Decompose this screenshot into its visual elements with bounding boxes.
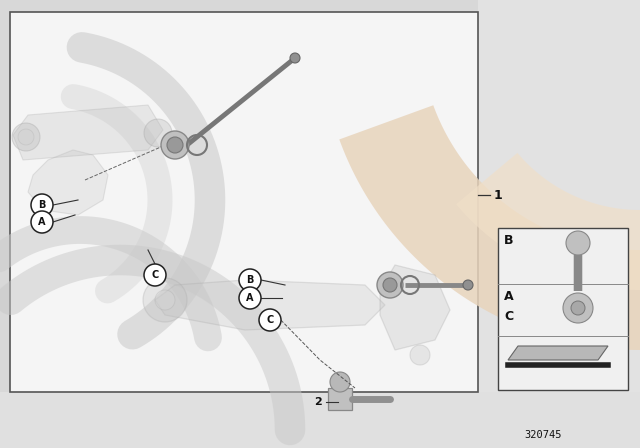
- Circle shape: [144, 119, 172, 147]
- Polygon shape: [155, 280, 385, 330]
- Text: A: A: [38, 217, 45, 227]
- Circle shape: [377, 272, 403, 298]
- Circle shape: [31, 194, 53, 216]
- Polygon shape: [508, 346, 608, 360]
- Circle shape: [566, 231, 590, 255]
- Text: 320745: 320745: [524, 430, 562, 440]
- Polygon shape: [13, 105, 163, 160]
- Bar: [498, 228, 628, 390]
- Bar: [328, 388, 352, 410]
- Polygon shape: [456, 153, 640, 290]
- Circle shape: [290, 53, 300, 63]
- Circle shape: [167, 137, 183, 153]
- Text: B: B: [504, 234, 513, 247]
- Polygon shape: [380, 265, 450, 350]
- Circle shape: [239, 269, 261, 291]
- Polygon shape: [339, 105, 640, 350]
- Text: C: C: [266, 315, 274, 325]
- Bar: [0, 392, 640, 448]
- Text: C: C: [504, 310, 513, 323]
- Circle shape: [143, 278, 187, 322]
- Circle shape: [571, 301, 585, 315]
- Circle shape: [563, 293, 593, 323]
- Circle shape: [259, 309, 281, 331]
- Text: B: B: [38, 200, 45, 210]
- Circle shape: [31, 211, 53, 233]
- Text: A: A: [504, 290, 514, 303]
- Bar: [10, 12, 478, 392]
- Circle shape: [463, 280, 473, 290]
- Circle shape: [155, 290, 175, 310]
- Circle shape: [161, 131, 189, 159]
- Text: 2: 2: [314, 397, 322, 407]
- Circle shape: [12, 123, 40, 151]
- Text: C: C: [152, 270, 159, 280]
- Text: A: A: [246, 293, 253, 303]
- Circle shape: [239, 287, 261, 309]
- Circle shape: [330, 372, 350, 392]
- Text: 1: 1: [494, 189, 503, 202]
- Circle shape: [18, 129, 34, 145]
- Text: B: B: [246, 275, 253, 285]
- Bar: [478, 0, 640, 448]
- Circle shape: [383, 278, 397, 292]
- Circle shape: [144, 264, 166, 286]
- Circle shape: [410, 345, 430, 365]
- Polygon shape: [28, 150, 108, 215]
